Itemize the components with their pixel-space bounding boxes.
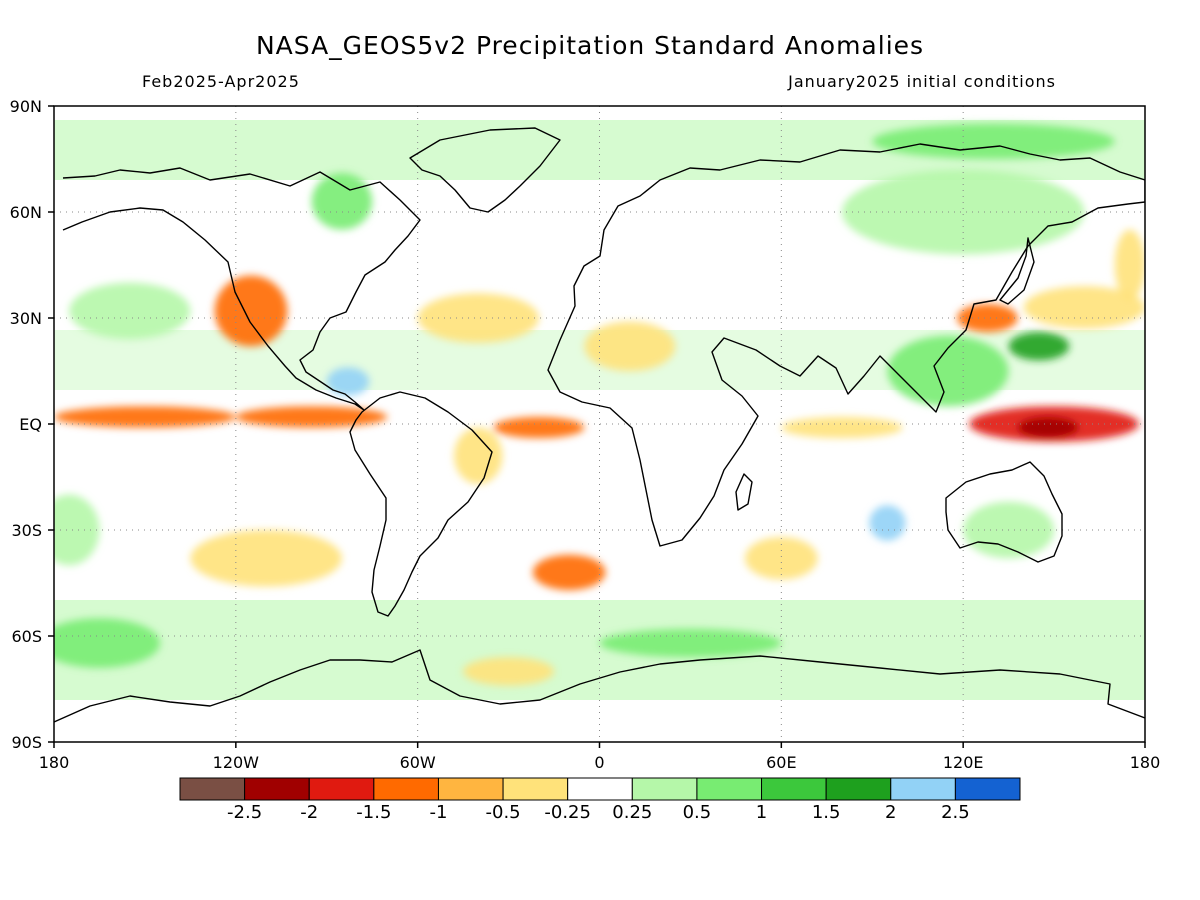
coastline-south-america [349,391,493,617]
colorbar-swatch [954,777,1021,801]
colorbar-swatch [244,777,310,801]
lat-tick-label: 30S [11,521,42,540]
colorbar-tick-label: 1 [756,802,767,823]
lat-tick-label: 90N [10,97,42,116]
anomaly-blob-11 [454,427,503,485]
anomaly-blob-2 [235,406,388,428]
colorbar-tick-label: -0.25 [544,802,591,823]
colorbar-tick-label: 1.5 [812,802,841,823]
coastline-eurasia-africa [547,143,1145,547]
coastline-greenland [409,127,561,213]
lon-tick-label: 180 [39,753,70,772]
anomaly-blob-25 [326,367,370,396]
coastline-australia [945,461,1063,563]
anomaly-blob-17 [1114,229,1145,301]
colorbar-swatch [825,777,892,801]
coastline-japan [999,237,1035,305]
anomaly-blob-6 [781,416,903,439]
coastline-antarctica [54,649,1145,723]
colorbar: -2.5 -2 -1.5 -1 -0.5 -0.25 0.25 0.5 1 1.5 2 2.5 [179,777,1021,823]
anomaly-blob-22 [887,335,1009,407]
anomaly-blob-20 [54,618,161,668]
lon-tick-label: 180 [1130,753,1161,772]
forecast-period: Feb2025-Apr2025 [142,72,300,91]
colorbar-swatch [631,777,698,801]
anomaly-blob-3 [493,416,585,439]
lon-tick-label: 120W [213,753,260,772]
lon-tick-label: 60W [400,753,436,772]
lon-tick-label: 60E [766,753,796,772]
anomaly-blob-24 [869,505,906,541]
anomaly-blob-12 [532,554,606,591]
colorbar-tick-label: -2 [300,802,318,823]
colorbar-tick-label: -2.5 [227,802,262,823]
colorbar-tick-label: 2 [885,802,896,823]
lon-tick-label: 0 [594,753,604,772]
colorbar-tick-label: -1 [429,802,447,823]
initial-conditions: January2025 initial conditions [787,72,1056,91]
anomaly-blob-13 [190,530,342,587]
colorbar-swatch [308,777,375,801]
colorbar-swatch [761,777,827,801]
anomaly-blob-1 [54,406,236,428]
colorbar-tick-label: 2.5 [941,802,970,823]
colorbar-swatch [373,777,439,801]
anomaly-band-southern-ocean [54,600,1145,700]
anomaly-blob-8 [417,293,539,343]
anomaly-blob-5 [1017,416,1079,439]
anomaly-blob-9 [584,321,676,371]
colorbar-swatch [502,777,569,801]
anomaly-blob-19 [54,494,100,566]
anomaly-blob-23 [1008,332,1070,361]
figure-title: NASA_GEOS5v2 Precipitation Standard Anom… [256,31,924,60]
anomaly-blob-16 [1023,286,1145,329]
colorbar-swatch [890,777,956,801]
colorbar-tick-label: -0.5 [486,802,521,823]
lat-tick-label: 60N [10,203,42,222]
colorbar-swatch [567,777,633,801]
lat-tick-label: EQ [19,415,42,434]
lat-tick-label: 90S [11,733,42,752]
anomaly-blob-14 [744,537,818,580]
colorbar-swatch [179,777,246,801]
anomaly-blobs [54,123,1145,686]
anomaly-blob-28 [599,628,782,658]
coastline-north-america [62,167,421,411]
coastlines [54,127,1145,723]
anomaly-blob-26 [311,173,373,230]
lat-tick-label: 30N [10,309,42,328]
lon-tick-label: 120E [943,753,984,772]
colorbar-tick-label: 0.5 [683,802,712,823]
colorbar-tick-label: -1.5 [356,802,391,823]
anomaly-blob-27 [872,123,1115,159]
anomaly-blob-15 [463,657,555,686]
colorbar-swatch [696,777,763,801]
colorbar-swatch [437,777,504,801]
graticule [54,106,1145,742]
anomaly-blob-29 [841,169,1085,255]
coastline-madagascar [735,473,753,511]
lat-tick-label: 60S [11,627,42,646]
anomaly-blob-7 [214,275,288,347]
colorbar-tick-label: 0.25 [612,802,652,823]
anomaly-blob-18 [69,282,191,340]
